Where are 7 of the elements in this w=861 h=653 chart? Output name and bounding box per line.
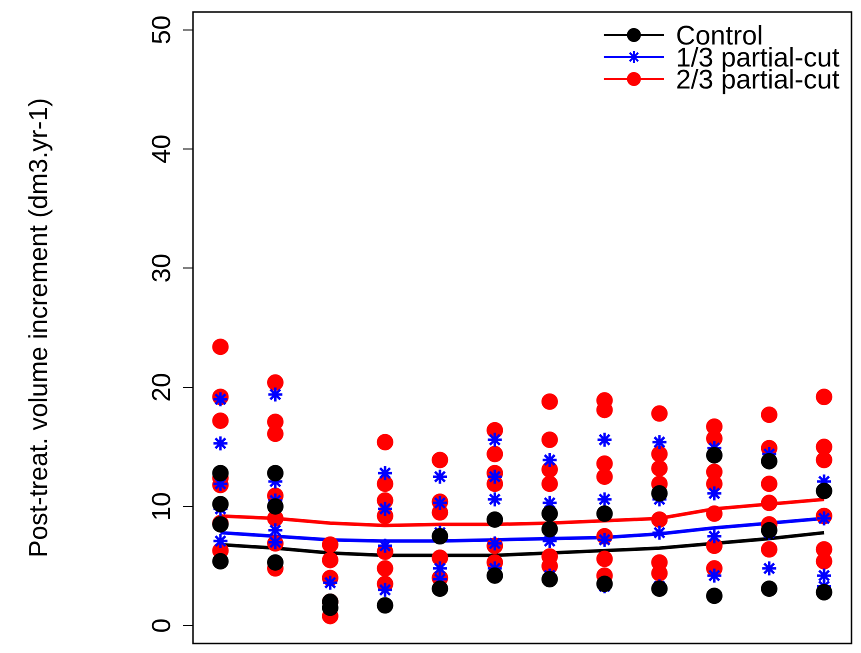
y-tick-label: 40: [146, 134, 176, 164]
y-axis-title: Post-treat. volume increment (dm3.yr-1): [22, 98, 53, 558]
y-tick-label: 0: [146, 618, 176, 633]
y-tick-label: 30: [146, 254, 176, 283]
y-tick-label: 20: [146, 372, 176, 402]
y-tick-label: 50: [146, 15, 176, 44]
y-tick-label: 10: [146, 492, 176, 521]
